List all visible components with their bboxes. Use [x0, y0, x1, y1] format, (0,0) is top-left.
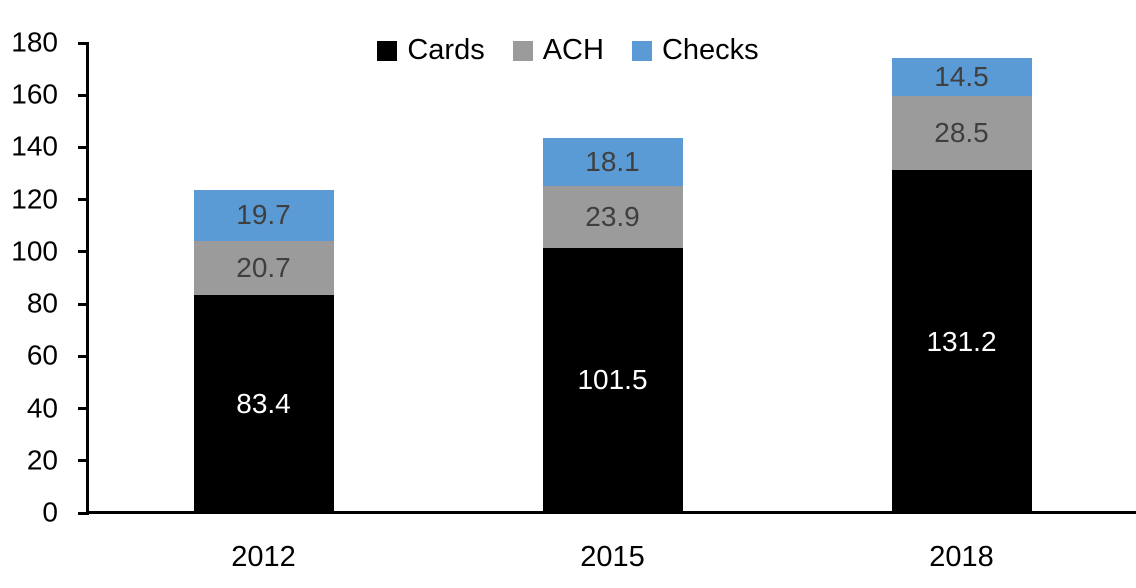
- legend-item-ach: ACH: [512, 34, 604, 66]
- legend-swatch-cards: [377, 40, 398, 61]
- bar-value-label: 19.7: [236, 199, 291, 231]
- bar-value-label: 23.9: [585, 200, 640, 232]
- legend-swatch-checks: [631, 40, 652, 61]
- legend-swatch-ach: [512, 40, 533, 61]
- legend-label-ach: ACH: [542, 34, 604, 66]
- bar-value-label: 18.1: [585, 145, 640, 177]
- bar-value-label: 131.2: [926, 325, 997, 357]
- x-category-label-2015: 2015: [580, 541, 645, 573]
- legend: Cards ACH Checks: [0, 36, 1136, 65]
- bar-segment-ach-2012: 20.7: [193, 241, 334, 296]
- y-tick: [78, 145, 89, 149]
- legend-label-checks: Checks: [661, 34, 759, 66]
- y-tick: [78, 302, 89, 306]
- y-tick-label: 120: [11, 183, 58, 215]
- bar-value-label: 14.5: [934, 61, 989, 93]
- bar-segment-checks-2015: 18.1: [542, 138, 683, 186]
- y-tick-label: 140: [11, 130, 58, 162]
- y-axis-line: [86, 43, 89, 515]
- y-tick: [78, 354, 89, 358]
- bar-segment-cards-2018: 131.2: [891, 170, 1032, 513]
- y-tick: [78, 250, 89, 254]
- x-category-label-2018: 2018: [929, 541, 994, 573]
- y-tick-label: 20: [26, 444, 58, 476]
- legend-item-checks: Checks: [631, 34, 759, 66]
- bar-segment-ach-2015: 23.9: [542, 185, 683, 248]
- legend-item-cards: Cards: [377, 34, 485, 66]
- bar-segment-cards-2015: 101.5: [542, 247, 683, 513]
- bar-value-label: 101.5: [577, 364, 648, 396]
- bar-segment-cards-2012: 83.4: [193, 295, 334, 513]
- y-tick-label: 180: [11, 26, 58, 58]
- bar-value-label: 83.4: [236, 388, 291, 420]
- y-tick-label: 40: [26, 391, 58, 423]
- y-tick: [78, 93, 89, 97]
- y-tick: [78, 407, 89, 411]
- bar-segment-checks-2018: 14.5: [891, 58, 1032, 96]
- y-tick-label: 60: [26, 339, 58, 371]
- y-tick: [78, 41, 89, 45]
- bar-value-label: 28.5: [934, 117, 989, 149]
- y-tick: [78, 511, 89, 515]
- x-category-label-2012: 2012: [231, 541, 296, 573]
- y-tick-label: 100: [11, 235, 58, 267]
- legend-label-cards: Cards: [407, 34, 485, 66]
- y-tick: [78, 198, 89, 202]
- y-tick-label: 160: [11, 78, 58, 110]
- bar-segment-checks-2012: 19.7: [193, 189, 334, 242]
- y-tick-label: 80: [26, 287, 58, 319]
- y-tick: [78, 459, 89, 463]
- bar-value-label: 20.7: [236, 252, 291, 284]
- y-tick-label: 0: [42, 496, 58, 528]
- bar-segment-ach-2018: 28.5: [891, 96, 1032, 171]
